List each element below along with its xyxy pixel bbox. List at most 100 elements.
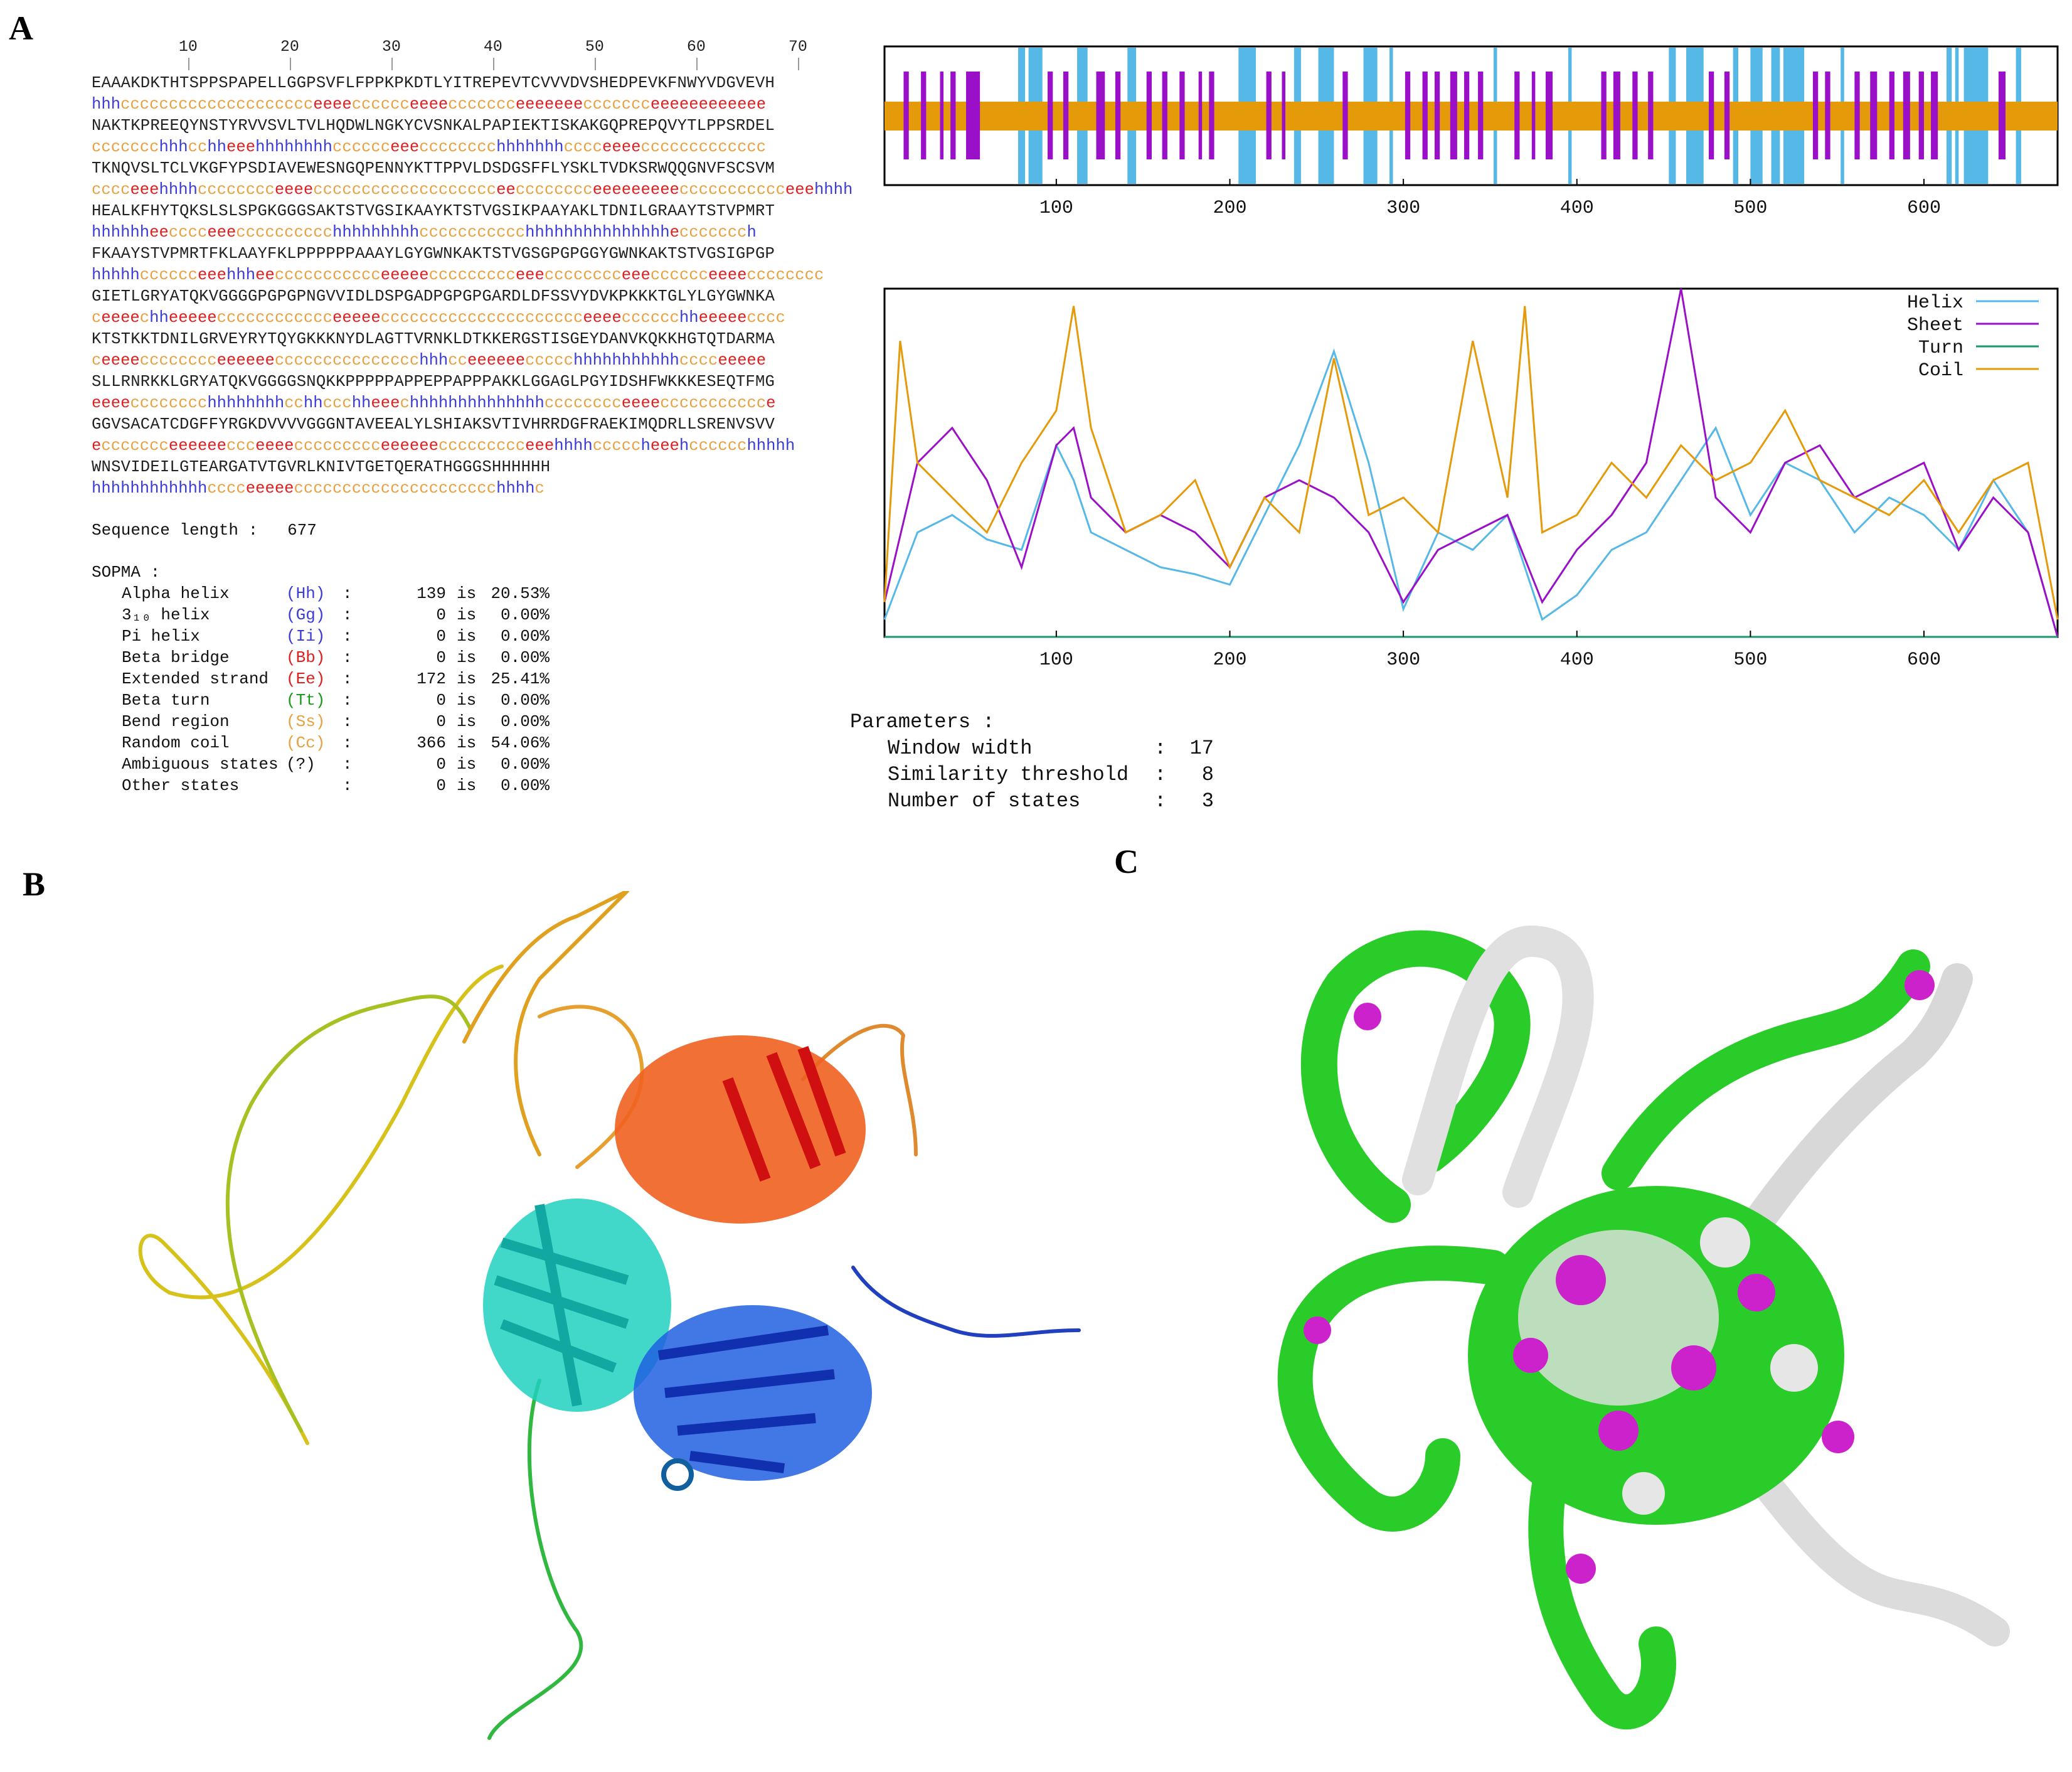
bar-x-tick-label: 300 xyxy=(1386,198,1420,219)
sopma-row: Bend region (Ss): 0 is 0.00% xyxy=(92,711,550,732)
sopma-colon: : xyxy=(343,606,353,624)
amino-acid-line: TKNQVSLTCLVKGFYPSDIAVEWESNGQPENNYKTTPPVL… xyxy=(92,159,775,178)
sopma-state-name: 3₁₀ helix xyxy=(122,606,210,624)
sheet-segment xyxy=(1889,72,1894,159)
panel-label-c: C xyxy=(1114,843,1139,880)
sopma-is: is xyxy=(457,648,477,667)
amino-acid-line: SLLRNRKKLGRYATQKVGGGGSNQKKPPPPPAPPEPPAPP… xyxy=(92,373,775,391)
sopma-state-code: (Cc) xyxy=(286,734,326,752)
sheet-segment xyxy=(966,72,980,159)
ruler-tick-label: 70 xyxy=(788,38,807,56)
sopma-colon: : xyxy=(343,627,353,646)
sheet-segment xyxy=(940,72,944,159)
sopma-state-name: Pi helix xyxy=(122,627,200,646)
sopma-is: is xyxy=(457,712,477,731)
sheet-segment xyxy=(1434,72,1440,159)
panel-label-a: A xyxy=(9,9,33,47)
sheet-segment xyxy=(1812,72,1819,159)
sequence-lines: EAAAKDKTHTSPPSPAPELLGGPSVFLFPPKPKDTLYITR… xyxy=(92,73,869,499)
yellow-green-coil xyxy=(225,995,472,1433)
sopma-state-name: Other states xyxy=(122,776,240,795)
magenta-patch xyxy=(1556,1255,1606,1305)
sopma-state-code: (Hh) xyxy=(286,584,326,603)
ruler-tick-mark xyxy=(594,58,596,70)
sopma-percent: 0.00% xyxy=(500,691,550,710)
sopma-count: 0 xyxy=(436,712,446,731)
sopma-is: is xyxy=(457,776,477,795)
amino-acid-line: NAKTKPREEQYNSTYRVVSVLTVLHQDWLNGKYCVSNKAL… xyxy=(92,117,775,135)
sopma-colon: : xyxy=(343,734,353,752)
secondary-structure-line: ccccccchhhcchheeehhhhhhhhcccccceeecccccc… xyxy=(92,138,767,156)
red-strands xyxy=(722,1046,846,1182)
yellow-coil-loop xyxy=(138,964,504,1445)
bar-x-tick-label: 200 xyxy=(1213,198,1246,219)
sheet-segment xyxy=(1931,72,1938,159)
sheet-segment xyxy=(1162,72,1167,159)
coil-band xyxy=(885,102,2058,131)
parameter-name: Similarity threshold xyxy=(888,763,1129,786)
bar-x-tick-label: 500 xyxy=(1733,198,1767,219)
sopma-colon: : xyxy=(343,670,353,688)
sopma-percent: 0.00% xyxy=(500,712,550,731)
sequence-length: Sequence length : 677 xyxy=(92,521,317,540)
sheet-segment xyxy=(1870,72,1878,159)
protein-ribbon-structure xyxy=(138,891,1081,1740)
white-patch xyxy=(1622,1472,1665,1515)
surface-arm-right xyxy=(1728,963,1973,1258)
sopma-state-code: (Bb) xyxy=(286,648,326,667)
secondary-structure-bar-chart: 100 200 300 400 500 600 xyxy=(883,45,2059,219)
sopma-count: 0 xyxy=(436,606,446,624)
sheet-segment xyxy=(1613,72,1620,159)
magenta-patch xyxy=(1905,970,1935,1000)
sopma-row: 3₁₀ helix (Gg): 0 is 0.00% xyxy=(92,604,550,626)
sequence-length-label: Sequence length : xyxy=(92,521,258,540)
secondary-structure-line: hhhhhcccccceeehhheeccccccccccceeeeeccccc… xyxy=(92,266,824,284)
sopma-colon: : xyxy=(343,712,353,731)
surface-loop-top-right xyxy=(1602,949,1930,1190)
sheet-segment xyxy=(1998,72,2006,159)
parameters-title: Parameters : xyxy=(850,710,995,734)
sopma-percent: 20.53% xyxy=(491,584,550,603)
orange-coil-top xyxy=(462,891,629,1156)
secondary-structure-line: ceeeecccccccceeeeeeccccccccccccccchhhcce… xyxy=(92,351,767,370)
sopma-state-name: Beta turn xyxy=(122,691,210,710)
sheet-segment xyxy=(1545,72,1553,159)
sopma-row: Other states: 0 is 0.00% xyxy=(92,775,550,796)
sopma-state-code: (Ee) xyxy=(286,670,326,688)
amino-acid-line: EAAAKDKTHTSPPSPAPELLGGPSVFLFPPKPKDTLYITR… xyxy=(92,74,775,92)
legend-label: Helix xyxy=(1907,292,1963,314)
sheet-segment xyxy=(1918,72,1924,159)
sopma-count: 0 xyxy=(436,627,446,646)
sopma-row: Alpha helix (Hh): 139 is 20.53% xyxy=(92,583,550,604)
parameter-row: Number of states: 3 xyxy=(850,788,1214,814)
cyan-strands xyxy=(494,1204,629,1407)
sopma-state-code: (Ss) xyxy=(286,712,326,731)
surface-loop-top-center xyxy=(1402,926,1594,1208)
sheet-segment xyxy=(1854,72,1860,159)
sopma-row: Extended strand (Ee): 172 is 25.41% xyxy=(92,668,550,690)
line-x-tick-label: 100 xyxy=(1039,649,1073,665)
sheet-segment xyxy=(1342,72,1348,159)
line-x-tick-label: 600 xyxy=(1907,649,1941,665)
bar-x-tick-label: 600 xyxy=(1907,198,1941,219)
blue-tail xyxy=(851,1266,1081,1338)
secondary-structure-line: eccccccceeeeeeccceeeeccccccccceeeeeecccc… xyxy=(92,437,795,455)
parameter-colon: : xyxy=(1154,789,1167,813)
protein-surface-structure xyxy=(1277,926,2010,1730)
sopma-is: is xyxy=(457,627,477,646)
sopma-is: is xyxy=(457,755,477,774)
secondary-structure-line: eeeecccccccchhhhhhhhcchhccchheeechhhhhhh… xyxy=(92,394,776,412)
sopma-state-name: Beta bridge xyxy=(122,648,230,667)
blue-strands xyxy=(657,1325,835,1473)
sopma-state-name: Alpha helix xyxy=(122,584,230,603)
sopma-state-code: (?) xyxy=(286,755,316,774)
parameter-row: Similarity threshold: 8 xyxy=(850,762,1214,788)
sequence-length-value: 677 xyxy=(287,521,317,540)
ruler-tick-mark xyxy=(188,58,189,70)
parameter-colon: : xyxy=(1154,763,1167,786)
sheet-segment xyxy=(1632,72,1638,159)
blue-helix-turn xyxy=(661,1458,694,1491)
sopma-row: Beta turn (Tt): 0 is 0.00% xyxy=(92,690,550,711)
sheet-segment xyxy=(1450,72,1457,159)
sheet-segment xyxy=(1825,72,1830,159)
